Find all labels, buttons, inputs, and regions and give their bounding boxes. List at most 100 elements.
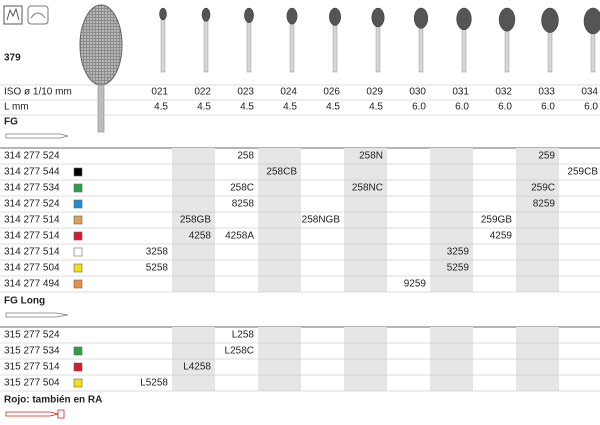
bur-head	[371, 7, 385, 28]
reference: 3259	[447, 247, 470, 258]
bur-shank	[246, 15, 252, 73]
product-code: 315 277 524	[4, 330, 60, 341]
bur-head	[456, 7, 472, 31]
bur-head	[329, 7, 341, 26]
column-shade	[258, 148, 301, 292]
color-swatch	[73, 378, 83, 388]
bur-head	[201, 7, 211, 22]
color-swatch	[73, 183, 83, 193]
reference: 259CB	[567, 167, 598, 178]
product-code: 315 277 504	[4, 378, 60, 389]
length: 4.5	[197, 102, 211, 113]
section-title: FG Long	[4, 296, 45, 307]
bur-shank	[97, 79, 105, 133]
reference: 5258	[146, 263, 169, 274]
size: 032	[495, 87, 512, 98]
reference: L258	[232, 330, 255, 341]
shank-icon	[5, 312, 69, 318]
reference: 259GB	[481, 215, 512, 226]
icon-box	[27, 5, 49, 25]
length: 4.5	[369, 102, 383, 113]
length: 6.0	[455, 102, 469, 113]
reference: 258CB	[266, 167, 297, 178]
product-code: 314 277 494	[4, 279, 60, 290]
reference: 258	[237, 151, 254, 162]
size: 030	[409, 87, 426, 98]
reference: L4258	[183, 362, 211, 373]
reference: 258NC	[352, 183, 383, 194]
bur-head	[498, 7, 516, 32]
column-shade	[516, 148, 559, 292]
section-title: FG	[4, 117, 18, 128]
bur-head	[286, 7, 298, 25]
length-label: L mm	[4, 102, 29, 113]
product-code: 314 277 544	[4, 167, 60, 178]
ra-icon	[5, 409, 65, 419]
reference: 9259	[404, 279, 427, 290]
product-code: 315 277 534	[4, 346, 60, 357]
color-swatch	[73, 167, 83, 177]
bur-head	[244, 7, 254, 24]
reference: 4258	[189, 231, 212, 242]
size: 034	[581, 87, 598, 98]
length: 6.0	[412, 102, 426, 113]
product-code: 314 277 504	[4, 263, 60, 274]
color-swatch	[73, 199, 83, 209]
color-swatch	[73, 362, 83, 372]
length: 4.5	[326, 102, 340, 113]
column-shade	[172, 148, 215, 292]
reference: L258C	[225, 346, 254, 357]
bur-head	[583, 7, 600, 35]
footer-note: Rojo: también en RA	[4, 395, 102, 406]
bur-head	[159, 7, 167, 21]
product-code: 314 277 524	[4, 199, 60, 210]
shank-icon	[5, 133, 69, 139]
length: 6.0	[541, 102, 555, 113]
product-code: 314 277 514	[4, 215, 60, 226]
model-number: 379	[4, 53, 21, 64]
reference: 258NGB	[302, 215, 341, 226]
bur-head	[541, 7, 559, 33]
color-swatch	[73, 279, 83, 289]
size: 033	[538, 87, 555, 98]
product-code: 314 277 514	[4, 231, 60, 242]
product-code: 314 277 514	[4, 247, 60, 258]
color-swatch	[73, 215, 83, 225]
size: 022	[194, 87, 211, 98]
length: 4.5	[240, 102, 254, 113]
color-swatch	[73, 231, 83, 241]
icon-shape	[6, 7, 20, 21]
reference: 4258A	[225, 231, 254, 242]
reference: 258GB	[180, 215, 211, 226]
reference: 258C	[230, 183, 254, 194]
product-code: 314 277 534	[4, 183, 60, 194]
reference: L5258	[140, 378, 168, 389]
reference: 8259	[533, 199, 556, 210]
reference: 3258	[146, 247, 169, 258]
reference: 259C	[531, 183, 555, 194]
product-code: 314 277 524	[4, 151, 60, 162]
bur-head	[413, 7, 429, 29]
bur-shank	[160, 13, 166, 73]
reference: 258N	[359, 151, 383, 162]
product-code: 315 277 514	[4, 362, 60, 373]
bur-shank	[203, 14, 209, 73]
size: 023	[237, 87, 254, 98]
color-swatch	[73, 346, 83, 356]
bur-shank	[289, 15, 295, 73]
icon-box	[3, 5, 23, 25]
column-shade	[344, 148, 387, 292]
length: 6.0	[498, 102, 512, 113]
size: 029	[366, 87, 383, 98]
color-swatch	[73, 247, 83, 257]
length: 6.0	[584, 102, 598, 113]
size: 031	[452, 87, 469, 98]
column-shade	[430, 148, 473, 292]
icon-shape	[30, 12, 46, 19]
iso-label: ISO ø 1/10 mm	[4, 87, 72, 98]
bur-head	[79, 4, 123, 86]
reference: 259	[538, 151, 555, 162]
reference: 5259	[447, 263, 470, 274]
color-swatch	[73, 263, 83, 273]
